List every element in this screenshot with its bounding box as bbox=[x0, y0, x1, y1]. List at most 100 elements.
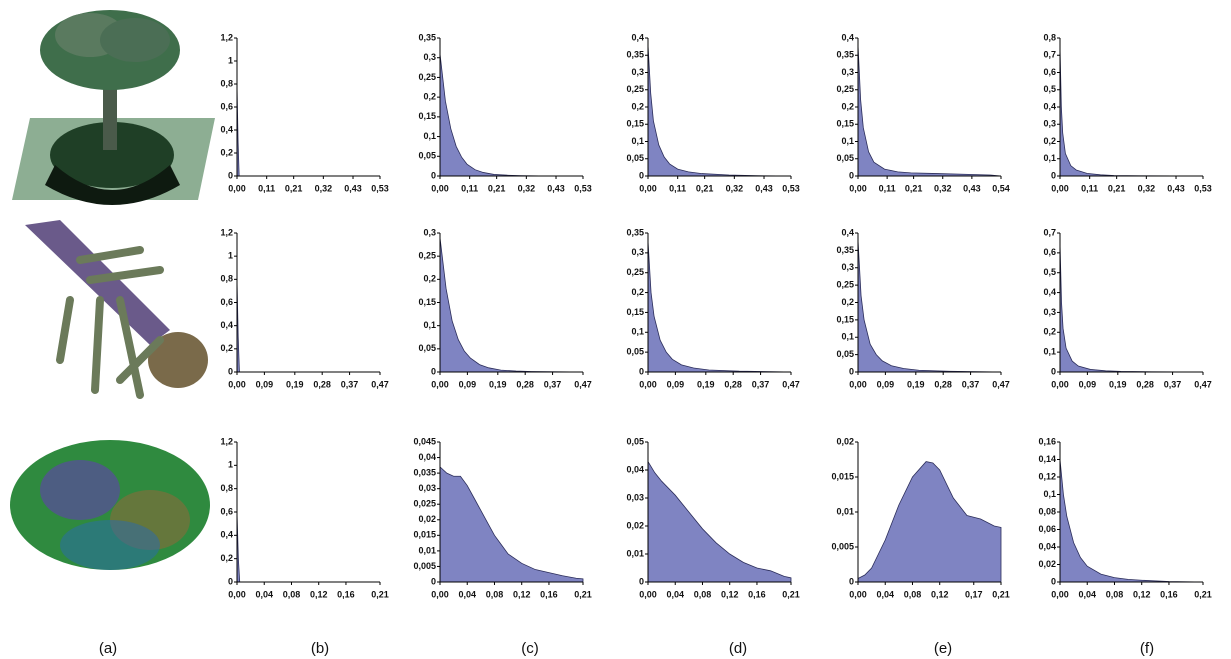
y-tick-label: 0 bbox=[639, 576, 644, 586]
y-tick-label: 0,3 bbox=[423, 227, 436, 237]
y-tick-label: 0,05 bbox=[836, 153, 854, 163]
x-tick-label: 0,28 bbox=[1136, 379, 1154, 389]
x-tick-label: 0,00 bbox=[849, 589, 867, 599]
y-tick-label: 0,6 bbox=[1043, 247, 1056, 257]
area bbox=[857, 239, 1002, 373]
x-tick-label: 0,11 bbox=[879, 183, 896, 193]
area bbox=[647, 460, 792, 583]
x-tick-label: 0,28 bbox=[724, 379, 742, 389]
y-tick-label: 0,4 bbox=[1043, 101, 1056, 111]
y-tick-label: 0,03 bbox=[626, 492, 644, 502]
x-tick-label: 0,37 bbox=[544, 379, 562, 389]
y-tick-label: 0 bbox=[639, 366, 644, 376]
y-tick-label: 0,005 bbox=[413, 561, 436, 571]
y-tick-label: 0,05 bbox=[626, 153, 644, 163]
y-tick-label: 0,3 bbox=[631, 67, 644, 77]
x-tick-label: 0,12 bbox=[721, 589, 739, 599]
x-tick-label: 0,21 bbox=[992, 589, 1010, 599]
area bbox=[857, 44, 1002, 177]
y-tick-label: 0,4 bbox=[220, 320, 233, 330]
y-tick-label: 0,015 bbox=[413, 530, 436, 540]
y-tick-label: 0,15 bbox=[836, 314, 854, 324]
area bbox=[647, 240, 792, 373]
y-tick-label: 0,7 bbox=[1043, 227, 1056, 237]
y-tick-label: 0,6 bbox=[1043, 67, 1056, 77]
x-tick-label: 0,21 bbox=[488, 183, 506, 193]
y-tick-label: 0,25 bbox=[836, 280, 854, 290]
x-tick-label: 0,53 bbox=[371, 183, 389, 193]
y-tick-label: 0,01 bbox=[418, 545, 436, 555]
y-tick-label: 0,025 bbox=[413, 499, 436, 509]
x-tick-label: 0,00 bbox=[431, 379, 449, 389]
y-tick-label: 1,2 bbox=[220, 227, 233, 237]
x-tick-label: 0,21 bbox=[696, 183, 714, 193]
x-tick-label: 0,37 bbox=[341, 379, 359, 389]
y-tick-label: 0,3 bbox=[1043, 307, 1056, 317]
x-tick-label: 0,32 bbox=[1138, 183, 1156, 193]
x-tick-label: 0,00 bbox=[228, 379, 246, 389]
y-tick-label: 0,02 bbox=[626, 520, 644, 530]
x-tick-label: 0,04 bbox=[876, 589, 894, 599]
x-tick-label: 0,37 bbox=[1164, 379, 1182, 389]
y-tick-label: 1 bbox=[228, 251, 233, 261]
y-tick-label: 0,4 bbox=[220, 124, 233, 134]
y-tick-label: 0,2 bbox=[631, 287, 644, 297]
y-tick-label: 0,5 bbox=[1043, 267, 1056, 277]
y-tick-label: 0,3 bbox=[631, 247, 644, 257]
y-tick-label: 1 bbox=[228, 55, 233, 65]
y-tick-label: 0,3 bbox=[1043, 119, 1056, 129]
y-tick-label: 0,04 bbox=[626, 464, 644, 474]
x-tick-label: 0,00 bbox=[228, 589, 246, 599]
x-tick-label: 0,12 bbox=[931, 589, 949, 599]
x-tick-label: 0,09 bbox=[877, 379, 895, 389]
y-tick-label: 0,02 bbox=[1038, 559, 1056, 569]
y-tick-label: 1 bbox=[228, 460, 233, 470]
y-tick-label: 0,8 bbox=[220, 78, 233, 88]
x-tick-label: 0,43 bbox=[547, 183, 565, 193]
y-tick-label: 0,15 bbox=[418, 111, 436, 121]
x-tick-label: 0,00 bbox=[849, 379, 867, 389]
y-tick-label: 0,04 bbox=[1038, 541, 1056, 551]
y-tick-label: 0,4 bbox=[841, 227, 854, 237]
x-tick-label: 0,21 bbox=[285, 183, 303, 193]
y-tick-label: 0,2 bbox=[423, 274, 436, 284]
area bbox=[236, 511, 380, 583]
x-tick-label: 0,19 bbox=[489, 379, 507, 389]
y-tick-label: 0,05 bbox=[626, 436, 644, 446]
x-tick-label: 0,04 bbox=[255, 589, 273, 599]
x-tick-label: 0,00 bbox=[1051, 379, 1069, 389]
y-tick-label: 0,35 bbox=[418, 32, 436, 42]
x-tick-label: 0,12 bbox=[513, 589, 531, 599]
y-tick-label: 0,25 bbox=[836, 84, 854, 94]
x-tick-label: 0,28 bbox=[516, 379, 534, 389]
x-tick-label: 0,19 bbox=[286, 379, 304, 389]
y-tick-label: 0,35 bbox=[626, 227, 644, 237]
y-tick-label: 0,35 bbox=[626, 50, 644, 60]
y-tick-label: 0,25 bbox=[418, 251, 436, 261]
y-tick-label: 0,1 bbox=[1043, 153, 1056, 163]
x-tick-label: 0,09 bbox=[1079, 379, 1097, 389]
y-tick-label: 0,1 bbox=[631, 327, 644, 337]
y-tick-label: 0,12 bbox=[1038, 471, 1056, 481]
x-tick-label: 0,11 bbox=[258, 183, 275, 193]
y-tick-label: 0,35 bbox=[836, 245, 854, 255]
x-tick-label: 0,37 bbox=[752, 379, 770, 389]
x-tick-label: 0,00 bbox=[639, 183, 657, 193]
x-tick-label: 0,47 bbox=[992, 379, 1010, 389]
x-tick-label: 0,32 bbox=[518, 183, 536, 193]
y-tick-label: 0,1 bbox=[1043, 489, 1056, 499]
y-tick-label: 0,2 bbox=[423, 92, 436, 102]
x-tick-label: 0,11 bbox=[1081, 183, 1098, 193]
y-tick-label: 0,15 bbox=[836, 119, 854, 129]
x-tick-label: 0,00 bbox=[431, 589, 449, 599]
y-tick-label: 0,2 bbox=[841, 101, 854, 111]
y-tick-label: 0 bbox=[431, 576, 436, 586]
y-tick-label: 0 bbox=[849, 366, 854, 376]
y-tick-label: 0,2 bbox=[631, 101, 644, 111]
x-tick-label: 0,43 bbox=[963, 183, 981, 193]
y-tick-label: 0,1 bbox=[841, 136, 854, 146]
area bbox=[1059, 459, 1204, 583]
y-tick-label: 0,08 bbox=[1038, 506, 1056, 516]
y-tick-label: 0,6 bbox=[220, 506, 233, 516]
